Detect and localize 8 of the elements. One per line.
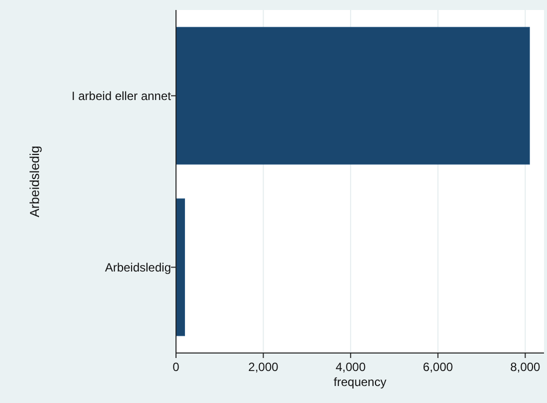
- x-tick-label: 0: [172, 360, 180, 374]
- y-tick-label: I arbeid eller annet: [72, 88, 172, 103]
- x-tick-label: 6,000: [422, 360, 454, 374]
- y-axis-title: Arbeidsledig: [27, 146, 42, 218]
- x-tick-label: 8,000: [510, 360, 541, 374]
- x-tick-label: 2,000: [248, 360, 279, 374]
- x-tick-label: 4,000: [336, 360, 366, 374]
- x-axis-title: frequency: [334, 375, 386, 389]
